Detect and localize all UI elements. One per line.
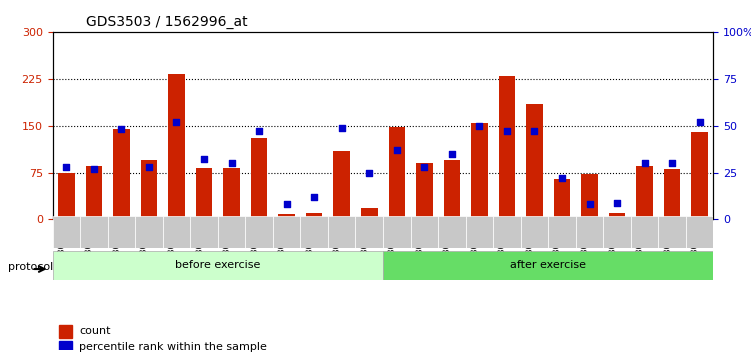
Point	[638, 160, 650, 166]
FancyBboxPatch shape	[466, 216, 493, 248]
FancyBboxPatch shape	[135, 216, 163, 248]
Point	[88, 166, 100, 172]
Point	[501, 129, 513, 134]
Bar	[59, 325, 72, 338]
Point	[225, 160, 237, 166]
Point	[363, 170, 376, 175]
Bar	[333, 151, 350, 219]
FancyBboxPatch shape	[548, 216, 576, 248]
FancyBboxPatch shape	[520, 216, 548, 248]
Text: percentile rank within the sample: percentile rank within the sample	[79, 342, 267, 352]
Point	[418, 164, 430, 170]
FancyBboxPatch shape	[300, 216, 328, 248]
FancyBboxPatch shape	[246, 216, 273, 248]
Point	[391, 147, 403, 153]
Text: after exercise: after exercise	[510, 261, 587, 270]
Bar	[471, 122, 487, 219]
Bar	[499, 76, 515, 219]
Point	[253, 129, 265, 134]
Text: protocol: protocol	[8, 262, 53, 272]
FancyBboxPatch shape	[383, 216, 411, 248]
Point	[143, 164, 155, 170]
Bar	[388, 127, 405, 219]
FancyBboxPatch shape	[53, 251, 383, 280]
FancyBboxPatch shape	[686, 216, 713, 248]
FancyBboxPatch shape	[438, 216, 466, 248]
Point	[529, 129, 541, 134]
Bar	[168, 74, 185, 219]
Bar	[113, 129, 130, 219]
FancyBboxPatch shape	[273, 216, 300, 248]
Point	[60, 164, 72, 170]
Point	[116, 127, 128, 132]
Bar	[59, 341, 72, 354]
Bar	[553, 179, 570, 219]
Bar	[581, 175, 598, 219]
Bar	[664, 170, 680, 219]
FancyBboxPatch shape	[190, 216, 218, 248]
Bar	[86, 166, 102, 219]
FancyBboxPatch shape	[576, 216, 603, 248]
Bar	[223, 168, 240, 219]
Point	[198, 156, 210, 162]
Bar	[306, 213, 322, 219]
Bar	[251, 138, 267, 219]
FancyBboxPatch shape	[218, 216, 246, 248]
Point	[281, 202, 293, 207]
FancyBboxPatch shape	[328, 216, 355, 248]
Point	[170, 119, 182, 125]
Point	[308, 194, 320, 200]
FancyBboxPatch shape	[163, 216, 190, 248]
Bar	[692, 132, 708, 219]
Bar	[58, 172, 74, 219]
FancyBboxPatch shape	[493, 216, 520, 248]
Bar	[279, 215, 295, 219]
Point	[336, 125, 348, 130]
FancyBboxPatch shape	[411, 216, 438, 248]
Bar	[416, 163, 433, 219]
FancyBboxPatch shape	[53, 216, 80, 248]
Bar	[361, 208, 378, 219]
Bar	[636, 166, 653, 219]
FancyBboxPatch shape	[383, 251, 713, 280]
Bar	[140, 160, 157, 219]
Point	[611, 200, 623, 205]
Bar	[609, 213, 626, 219]
FancyBboxPatch shape	[107, 216, 135, 248]
FancyBboxPatch shape	[355, 216, 383, 248]
Point	[694, 119, 706, 125]
Point	[584, 202, 596, 207]
Point	[446, 151, 458, 156]
FancyBboxPatch shape	[603, 216, 631, 248]
FancyBboxPatch shape	[659, 216, 686, 248]
Text: before exercise: before exercise	[175, 261, 261, 270]
Text: GDS3503 / 1562996_at: GDS3503 / 1562996_at	[86, 16, 247, 29]
Bar	[444, 160, 460, 219]
FancyBboxPatch shape	[80, 216, 107, 248]
Bar	[526, 104, 543, 219]
Bar	[196, 167, 213, 219]
Point	[666, 160, 678, 166]
FancyBboxPatch shape	[631, 216, 659, 248]
Text: count: count	[79, 326, 110, 336]
Point	[556, 175, 568, 181]
Point	[473, 123, 485, 129]
